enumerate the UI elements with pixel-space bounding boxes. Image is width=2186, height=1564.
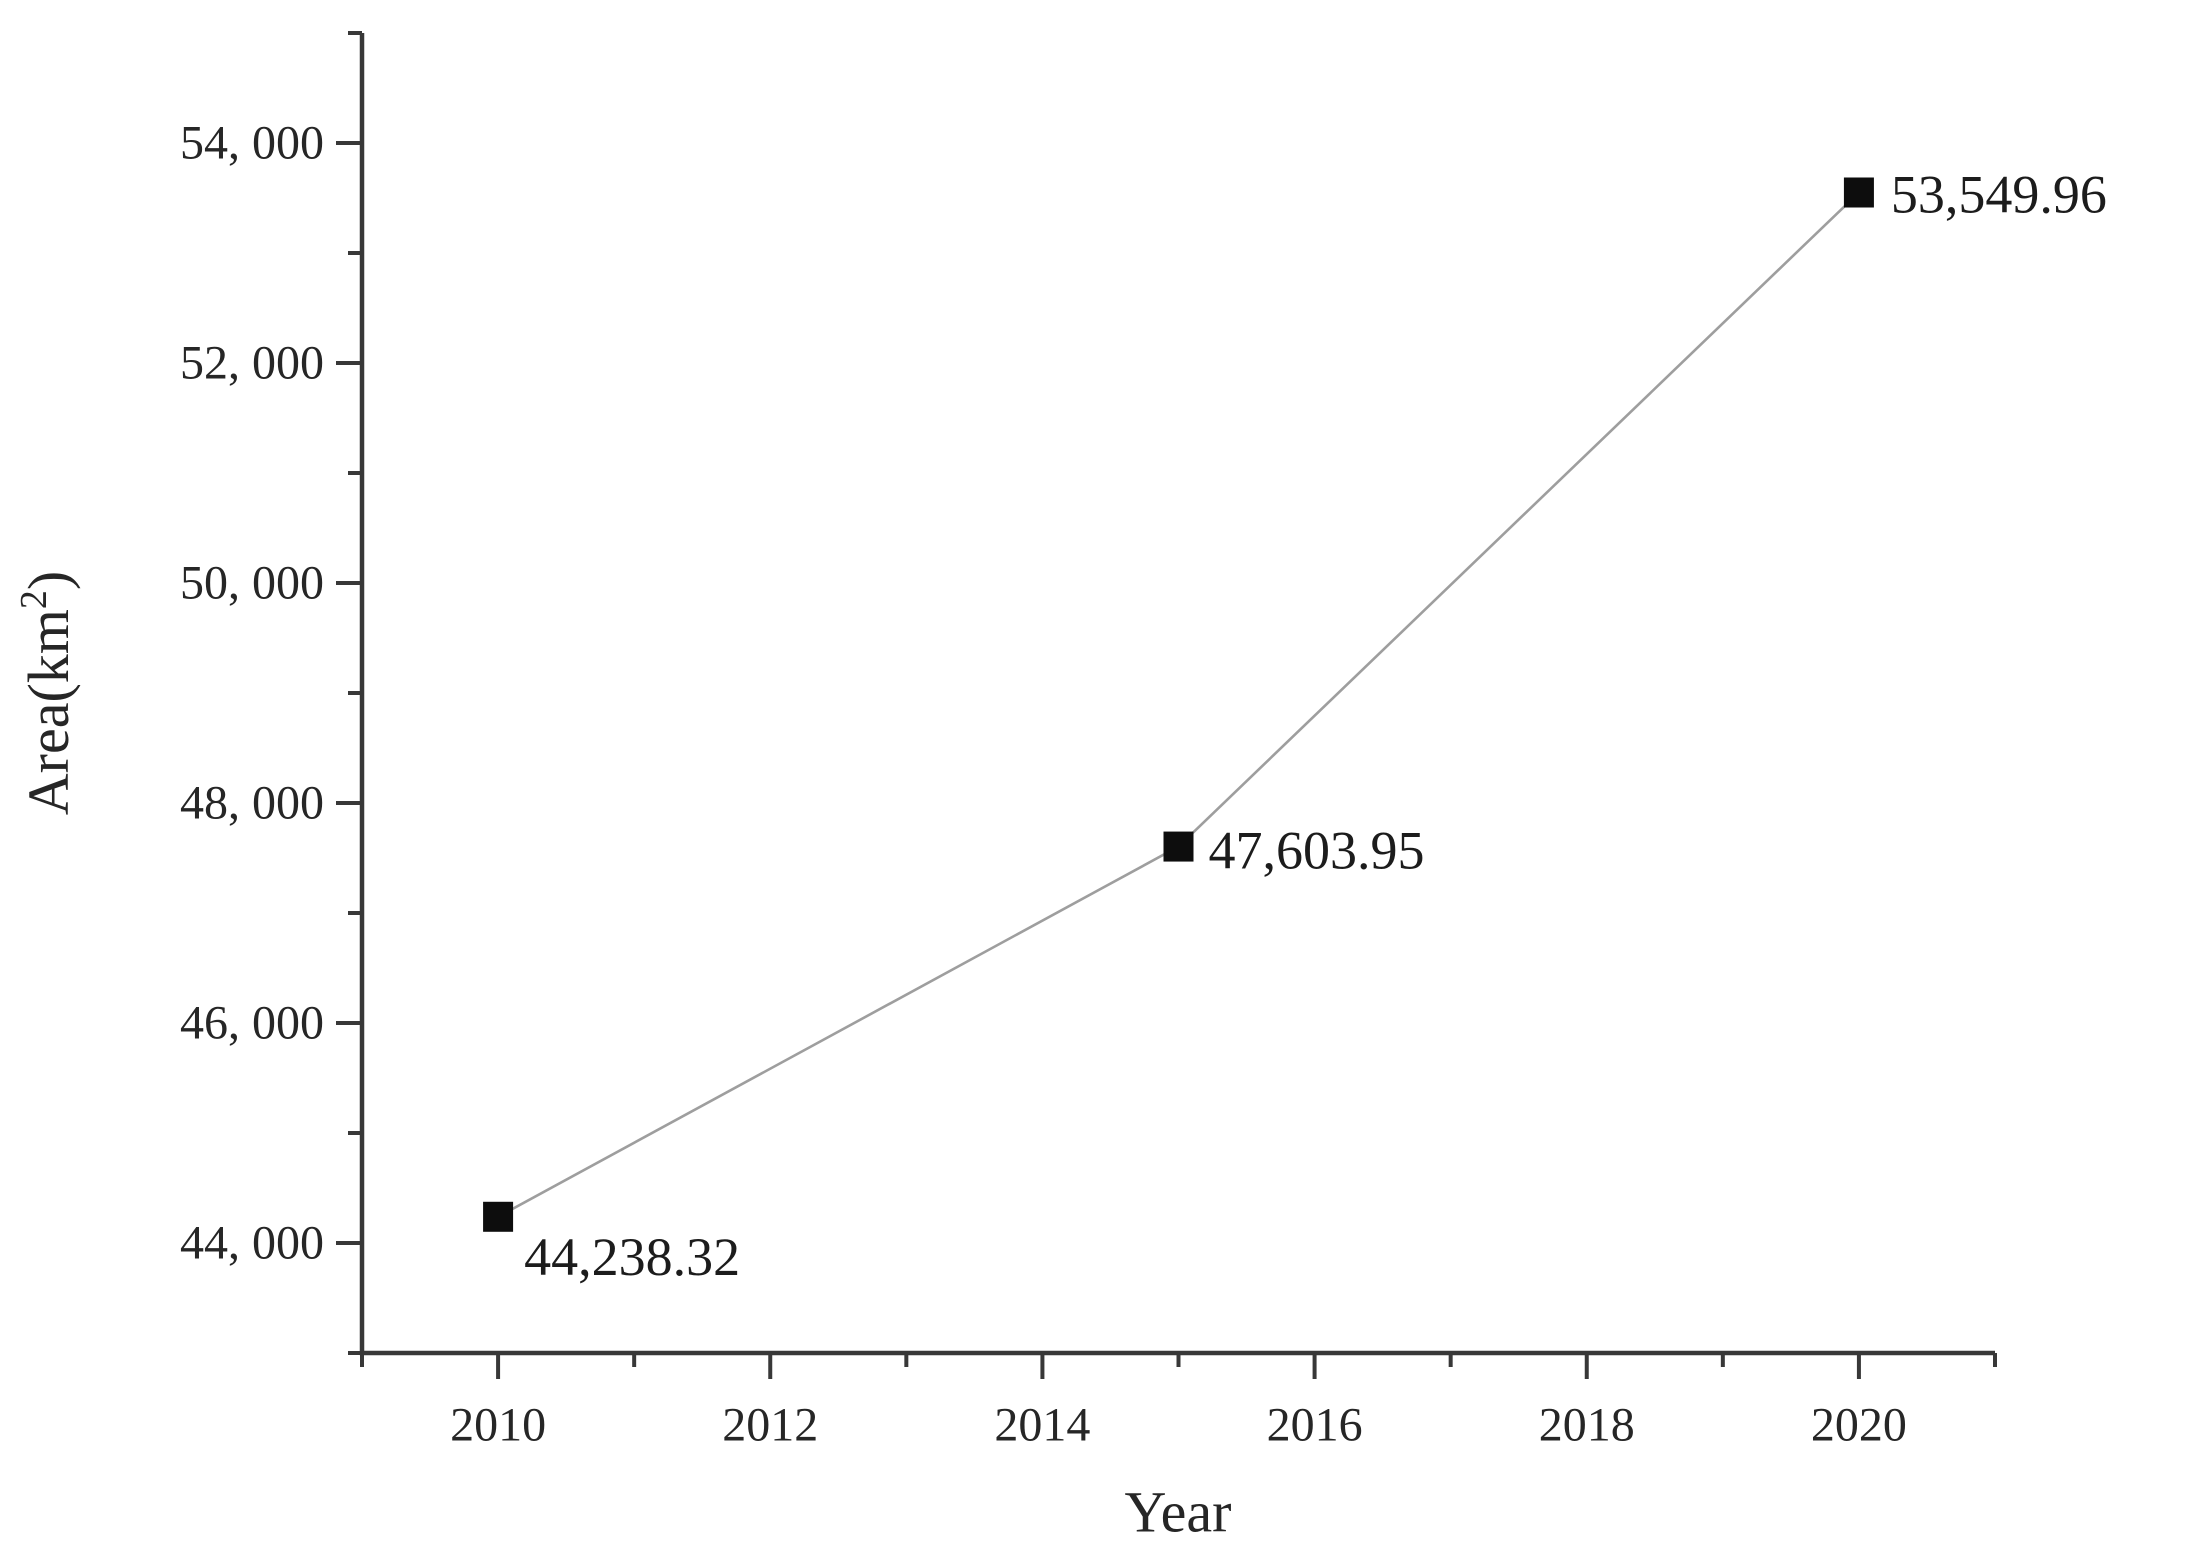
- x-tick-label: 2016: [1267, 1399, 1363, 1452]
- point-label: 47,603.95: [1209, 821, 1425, 881]
- point-label: 44,238.32: [524, 1227, 740, 1287]
- data-point-marker: [1843, 177, 1874, 208]
- x-tick-label: 2010: [450, 1399, 546, 1452]
- y-tick-label: 54, 000: [180, 117, 324, 170]
- y-tick-label: 48, 000: [180, 777, 324, 830]
- y-axis-title: Area(km2): [13, 571, 81, 815]
- data-point-marker: [483, 1201, 514, 1232]
- axes-layer: [336, 31, 1997, 1379]
- x-tick-label: 2014: [994, 1399, 1090, 1452]
- y-tick-label: 46, 000: [180, 997, 324, 1050]
- series-line: [497, 191, 1860, 1218]
- axis-spines: [359, 33, 1995, 1356]
- tick-labels-layer: 2010 2012 2014 2016 2018 2020 44, 000 46, 000 48…: [180, 117, 1907, 1452]
- x-tick-label: 2012: [722, 1399, 818, 1452]
- y-tick-label: 44, 000: [180, 1217, 324, 1270]
- x-tick-label: 2020: [1811, 1399, 1907, 1452]
- data-point-marker: [1163, 831, 1194, 862]
- x-tick-label: 2018: [1539, 1399, 1635, 1452]
- data-series-layer: 44,238.32 47,603.95 53,549.96: [483, 165, 2107, 1287]
- y-tick-label: 52, 000: [180, 337, 324, 390]
- x-axis-title: Year: [1125, 1480, 1232, 1545]
- point-label: 53,549.96: [1891, 165, 2107, 225]
- y-tick-label: 50, 000: [180, 557, 324, 610]
